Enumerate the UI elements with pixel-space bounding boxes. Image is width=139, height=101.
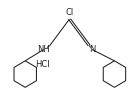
Text: Cl: Cl (65, 8, 74, 17)
Text: HCl: HCl (36, 60, 50, 69)
Text: N: N (89, 45, 95, 54)
Text: NH: NH (37, 45, 50, 54)
